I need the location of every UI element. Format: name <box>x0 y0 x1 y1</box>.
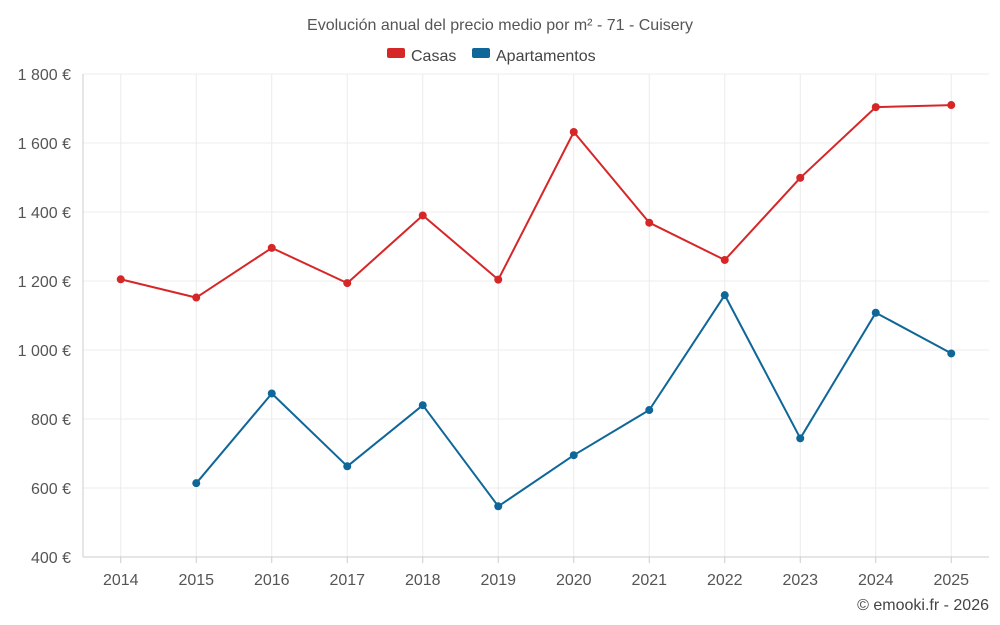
data-point-apartamentos-2020[interactable] <box>569 451 578 460</box>
data-point-casas-2023[interactable] <box>796 173 805 182</box>
y-tick-label: 1 000 € <box>18 343 71 360</box>
series-line-casas <box>120 104 952 299</box>
data-point-apartamentos-2021[interactable] <box>645 406 654 415</box>
x-tick-label: 2016 <box>254 572 290 589</box>
data-point-casas-2024[interactable] <box>871 103 880 112</box>
x-tick-label: 2020 <box>556 572 592 589</box>
legend-swatch-casas <box>387 48 405 58</box>
legend-label-casas[interactable]: Casas <box>411 48 456 65</box>
x-tick-label: 2025 <box>933 572 969 589</box>
axes: 400 € 600 € 800 € 1 000 € 1 200 € 1 400 € 1 60… <box>18 67 989 589</box>
data-point-casas-2021[interactable] <box>645 218 654 227</box>
data-point-apartamentos-2016[interactable] <box>267 389 276 398</box>
data-point-apartamentos-2024[interactable] <box>871 308 880 317</box>
x-tick-label: 2023 <box>782 572 818 589</box>
y-tick-label: 1 800 € <box>18 67 71 84</box>
y-tick-label: 600 € <box>31 481 71 498</box>
data-point-apartamentos-2015[interactable] <box>192 479 201 488</box>
legend: Casas Apartamentos <box>387 48 596 65</box>
grid <box>83 73 989 558</box>
legend-label-apartamentos[interactable]: Apartamentos <box>496 48 596 65</box>
data-point-casas-2014[interactable] <box>116 275 125 284</box>
y-tick-label: 800 € <box>31 412 71 429</box>
data-point-casas-2022[interactable] <box>720 255 729 264</box>
data-point-apartamentos-2025[interactable] <box>947 349 956 358</box>
data-point-apartamentos-2023[interactable] <box>796 434 805 443</box>
data-point-casas-2015[interactable] <box>192 293 201 302</box>
y-tick-label: 1 400 € <box>18 205 71 222</box>
x-tick-label: 2014 <box>103 572 139 589</box>
data-point-apartamentos-2019[interactable] <box>494 502 503 511</box>
credit: © emooki.fr - 2026 <box>857 597 989 614</box>
x-tick-label: 2015 <box>178 572 214 589</box>
x-tick-label: 2017 <box>329 572 365 589</box>
x-tick-label: 2018 <box>405 572 441 589</box>
series-group <box>116 101 956 511</box>
y-tick-label: 1 200 € <box>18 274 71 291</box>
x-tick-label: 2019 <box>480 572 516 589</box>
data-point-casas-2016[interactable] <box>267 243 276 252</box>
x-tick-label: 2024 <box>858 572 894 589</box>
data-point-casas-2020[interactable] <box>569 127 578 136</box>
x-tick-label: 2022 <box>707 572 743 589</box>
data-point-casas-2018[interactable] <box>418 211 427 220</box>
data-point-casas-2019[interactable] <box>494 275 503 284</box>
legend-swatch-apartamentos <box>472 48 490 58</box>
y-tick-label: 400 € <box>31 550 71 567</box>
data-point-apartamentos-2017[interactable] <box>343 462 352 471</box>
y-tick-label: 1 600 € <box>18 136 71 153</box>
data-point-casas-2025[interactable] <box>947 101 956 110</box>
data-point-casas-2017[interactable] <box>343 279 352 288</box>
data-point-apartamentos-2022[interactable] <box>720 291 729 300</box>
chart-title: Evolución anual del precio medio por m² … <box>307 17 693 34</box>
x-tick-label: 2021 <box>631 572 667 589</box>
data-point-apartamentos-2018[interactable] <box>418 401 427 410</box>
